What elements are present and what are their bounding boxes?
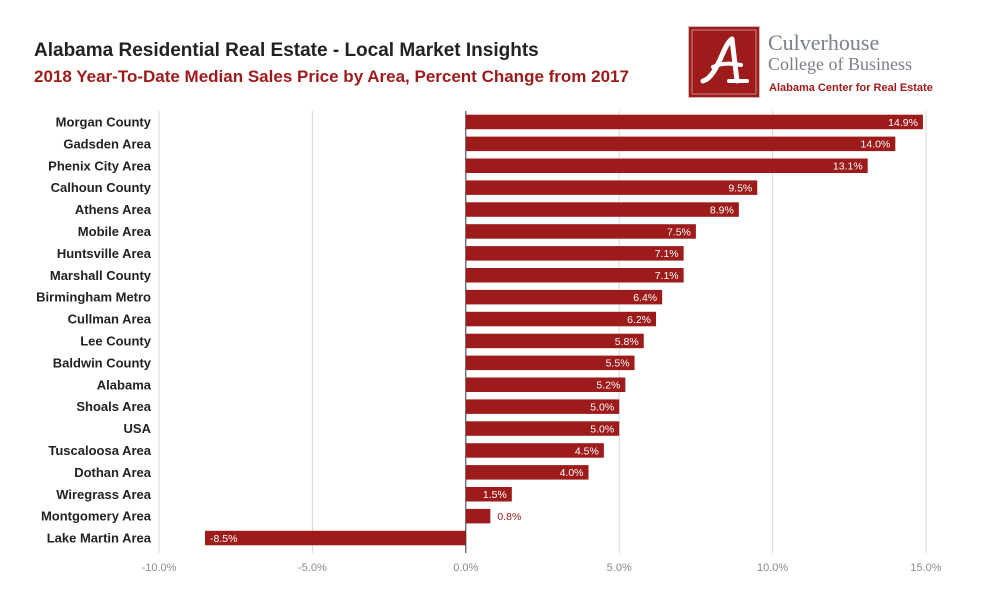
- bar: [465, 202, 739, 217]
- category-label: Morgan County: [56, 114, 152, 129]
- x-tick-label: 0.0%: [453, 562, 478, 574]
- bars: [205, 114, 923, 546]
- category-label: Mobile Area: [78, 224, 152, 239]
- logo-center: Alabama Center for Real Estate: [769, 82, 933, 94]
- bar: [465, 465, 589, 480]
- data-label: 14.9%: [888, 117, 918, 129]
- category-label: Lee County: [80, 333, 152, 348]
- logo-college: College of Business: [768, 54, 912, 74]
- bar: [465, 487, 512, 502]
- category-label: Baldwin County: [53, 355, 152, 370]
- category-label: Dothan Area: [74, 465, 152, 480]
- data-label: 8.9%: [710, 204, 734, 216]
- data-label: 7.5%: [667, 226, 691, 238]
- bar: [465, 180, 758, 195]
- bar: [205, 530, 466, 546]
- bar: [465, 268, 684, 283]
- x-tick-label: 15.0%: [910, 562, 941, 574]
- bar: [465, 399, 620, 414]
- category-label: Phenix City Area: [48, 158, 152, 173]
- bar: [465, 289, 663, 305]
- data-label: 6.2%: [627, 314, 651, 326]
- bar: [465, 508, 491, 524]
- bar: [465, 355, 635, 371]
- bar: [465, 333, 644, 349]
- category-label: Huntsville Area: [57, 246, 152, 261]
- data-label: -8.5%: [210, 533, 237, 545]
- chart-subtitle: 2018 Year-To-Date Median Sales Price by …: [34, 67, 629, 86]
- x-tick-label: 10.0%: [757, 562, 788, 574]
- category-label: Wiregrass Area: [56, 487, 152, 502]
- data-label: 5.2%: [596, 380, 620, 392]
- data-label: 14.0%: [861, 139, 891, 151]
- data-label: 7.1%: [655, 270, 679, 282]
- data-label: 4.0%: [560, 467, 584, 479]
- bar: [465, 377, 626, 392]
- bar: [465, 443, 604, 458]
- bar: [465, 136, 896, 152]
- bar: [465, 246, 684, 261]
- data-label: 13.1%: [833, 161, 863, 173]
- data-label: 5.0%: [590, 423, 614, 435]
- data-label: 9.5%: [728, 182, 752, 194]
- data-label: 5.0%: [590, 401, 614, 413]
- logo-name: Culverhouse: [768, 30, 880, 55]
- category-label: Athens Area: [75, 202, 152, 217]
- category-label: Calhoun County: [51, 180, 152, 195]
- data-label: 0.8%: [497, 511, 521, 523]
- bar: [465, 158, 868, 173]
- category-label: Alabama: [97, 377, 152, 392]
- data-label: 5.8%: [615, 336, 639, 348]
- labels: -10.0% -5.0% 0.0% 5.0% 10.0% 15.0% Morgan Coun…: [36, 114, 942, 574]
- category-label: Shoals Area: [76, 399, 151, 414]
- bar: [465, 421, 620, 436]
- x-tick-label: -5.0%: [298, 562, 327, 574]
- bar: [465, 311, 657, 327]
- data-label: 1.5%: [483, 489, 507, 501]
- data-label: 5.5%: [606, 358, 630, 370]
- gridlines: [158, 111, 927, 553]
- category-label: Lake Martin Area: [47, 531, 152, 546]
- category-label: Marshall County: [50, 268, 152, 283]
- data-label: 7.1%: [655, 248, 679, 260]
- category-label: Tuscaloosa Area: [48, 443, 151, 458]
- x-tick-label: 5.0%: [607, 562, 632, 574]
- x-tick-label: -10.0%: [142, 562, 177, 574]
- data-label: 4.5%: [575, 445, 599, 457]
- category-label: Montgomery Area: [41, 509, 152, 524]
- category-label: Gadsden Area: [63, 136, 151, 151]
- category-label: Birmingham Metro: [36, 290, 151, 305]
- bar: [465, 224, 696, 239]
- chart-title: Alabama Residential Real Estate - Local …: [34, 40, 539, 61]
- data-label: 6.4%: [633, 292, 657, 304]
- category-label: Cullman Area: [68, 312, 152, 327]
- category-label: USA: [124, 421, 152, 436]
- culverhouse-logo: Culverhouse College of Business Alabama …: [688, 26, 958, 98]
- script-a-icon: [688, 26, 760, 98]
- bar: [465, 114, 923, 130]
